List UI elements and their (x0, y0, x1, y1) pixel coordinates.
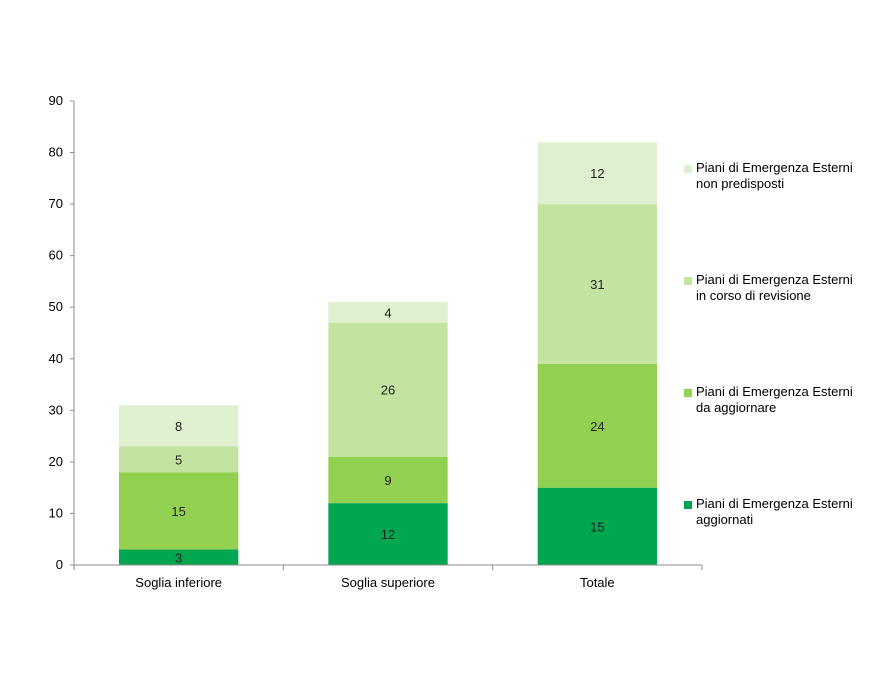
legend-item: Piani di Emergenza Esterni in corso di r… (684, 272, 853, 304)
data-label: 4 (384, 305, 391, 320)
data-label: 3 (175, 550, 182, 565)
bars: 3 15 5 8 12 9 26 4 15 24 31 12 (119, 142, 657, 565)
bar-segment (537, 142, 657, 205)
y-tick-label: 0 (56, 557, 63, 572)
y-tick-label: 30 (49, 402, 63, 417)
y-axis: 0 10 20 30 40 50 60 70 80 90 (49, 93, 75, 572)
x-axis: Soglia inferiore Soglia superiore Totale (73, 564, 703, 590)
data-label: 8 (175, 419, 182, 434)
bar-segment (119, 446, 239, 473)
legend-label: Piani di Emergenza Esterni aggiornati (696, 496, 853, 527)
data-label: 9 (384, 473, 391, 488)
data-label: 31 (590, 277, 604, 292)
x-tick-label: Totale (580, 575, 615, 590)
x-tick-label: Soglia superiore (341, 575, 435, 590)
legend-label: Piani di Emergenza Esterni da aggiornare (696, 384, 853, 415)
data-label: 15 (590, 519, 604, 534)
y-tick-label: 90 (49, 93, 63, 108)
legend-label: Piani di Emergenza Esterni non predispos… (696, 160, 853, 191)
bar-segment (119, 472, 239, 550)
bar-segment (537, 204, 657, 364)
bar-segment (119, 549, 239, 565)
legend-item: Piani di Emergenza Esterni aggiornati (684, 496, 853, 528)
data-label: 12 (381, 527, 395, 542)
legend-swatch (684, 501, 692, 509)
y-tick-label: 10 (49, 505, 63, 520)
y-tick-label: 50 (49, 299, 63, 314)
legend-item: Piani di Emergenza Esterni non predispos… (684, 160, 853, 192)
bar-segment (328, 322, 448, 457)
data-label: 12 (590, 166, 604, 181)
data-label: 26 (381, 383, 395, 398)
bar-segment (537, 487, 657, 565)
data-label: 15 (171, 504, 185, 519)
y-tick-label: 40 (49, 351, 63, 366)
y-tick-label: 20 (49, 454, 63, 469)
bar-segment (328, 302, 448, 323)
legend-swatch (684, 277, 692, 285)
data-label: 5 (175, 452, 182, 467)
bar-segment (328, 456, 448, 504)
legend-label: Piani di Emergenza Esterni in corso di r… (696, 272, 853, 303)
bar-segment (537, 363, 657, 488)
data-label: 24 (590, 419, 604, 434)
legend-swatch (684, 389, 692, 397)
x-tick-label: Soglia inferiore (135, 575, 222, 590)
y-tick-label: 70 (49, 196, 63, 211)
legend-swatch (684, 165, 692, 173)
bar-segment (328, 503, 448, 565)
bar-segment (119, 405, 239, 447)
legend-item: Piani di Emergenza Esterni da aggiornare (684, 384, 853, 416)
y-tick-label: 80 (49, 145, 63, 160)
y-tick-label: 60 (49, 248, 63, 263)
